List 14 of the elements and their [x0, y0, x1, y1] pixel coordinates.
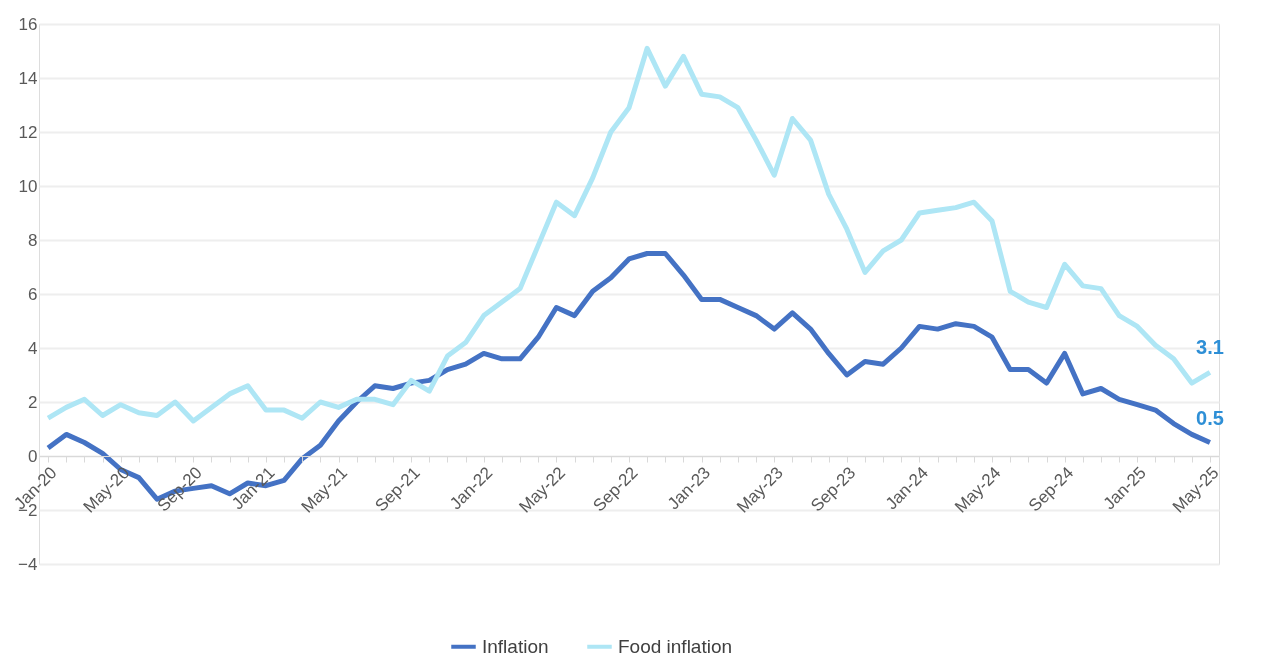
annotation: 3.1	[1196, 336, 1224, 359]
legend-label: Food inflation	[618, 635, 733, 657]
annotation: 0.5	[1196, 406, 1224, 429]
legend-label: Inflation	[482, 635, 549, 657]
y-tick-label: 14	[18, 68, 38, 88]
y-tick-label: 0	[28, 446, 38, 466]
y-tick-label: 12	[18, 122, 38, 142]
y-tick-label: 10	[18, 176, 38, 196]
y-tick-label: −4	[18, 554, 38, 574]
y-tick-label: 8	[28, 230, 38, 250]
y-tick-label: 6	[28, 284, 38, 304]
y-tick-label: 2	[28, 392, 38, 412]
y-tick-label: 4	[28, 338, 38, 358]
y-tick-label: 16	[18, 14, 38, 34]
